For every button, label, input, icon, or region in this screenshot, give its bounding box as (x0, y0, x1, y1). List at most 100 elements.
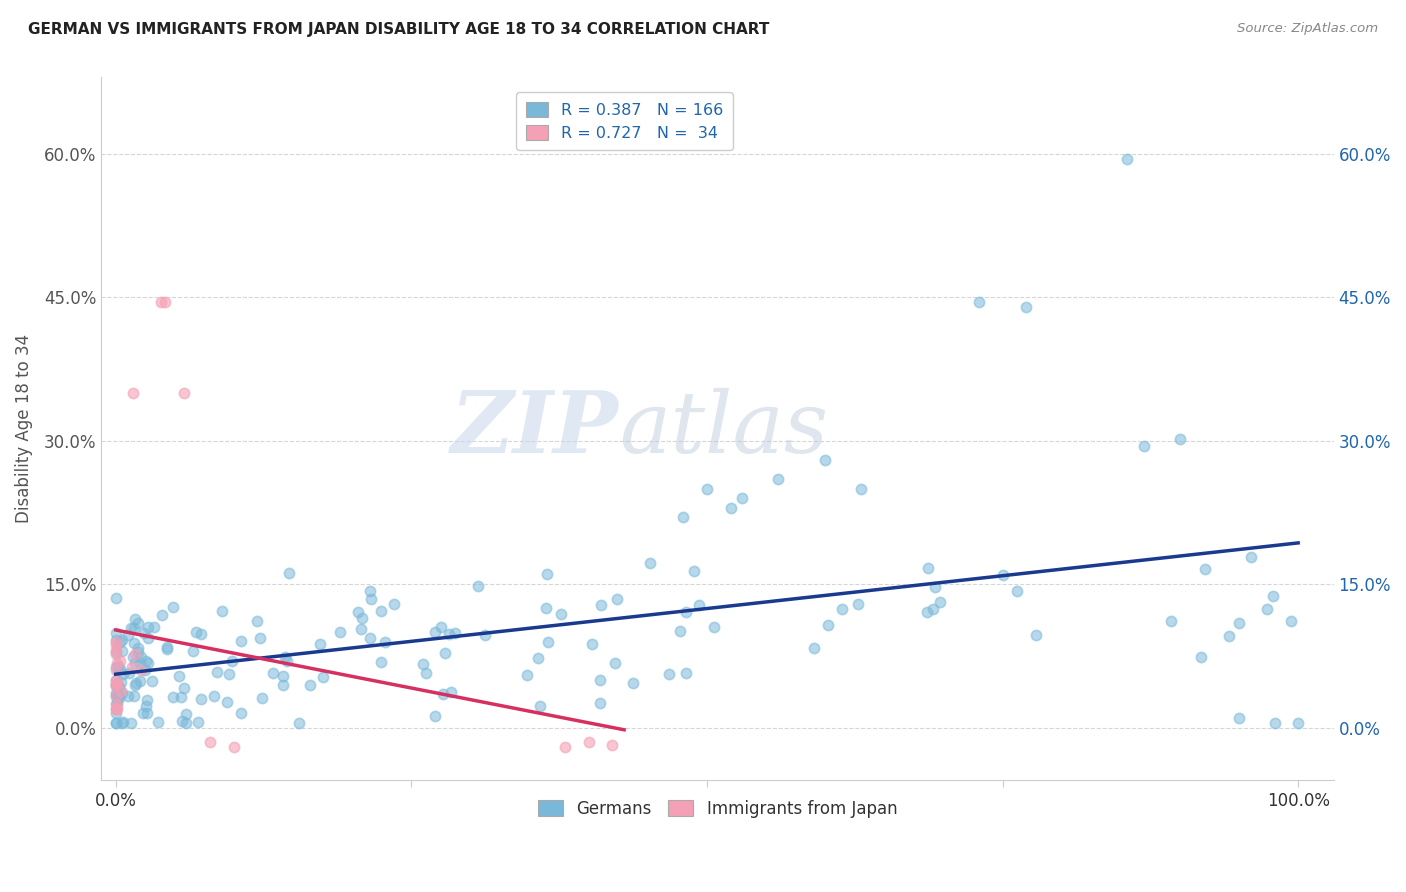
Point (105, 677, 128, 691)
Point (142, 620, 165, 634)
Point (108, 691, 131, 706)
Point (1279, 614, 1302, 628)
Y-axis label: Disability Age 18 to 34: Disability Age 18 to 34 (15, 334, 32, 524)
Point (111, 644, 134, 658)
Point (104, 678, 127, 692)
Point (124, 611, 146, 625)
Point (202, 689, 225, 703)
Point (922, 602, 945, 616)
Point (108, 680, 131, 694)
Point (359, 584, 381, 599)
Point (1015, 300, 1038, 314)
Point (105, 701, 128, 715)
Point (1240, 549, 1263, 564)
Point (120, 621, 142, 635)
Point (1191, 649, 1213, 664)
Point (169, 669, 191, 683)
Point (803, 641, 825, 656)
Point (688, 598, 710, 612)
Point (1263, 715, 1285, 730)
Point (105, 591, 128, 605)
Point (250, 691, 273, 706)
Point (173, 386, 195, 401)
Point (215, 695, 238, 709)
Point (915, 605, 938, 619)
Point (430, 620, 453, 634)
Point (104, 635, 127, 649)
Point (534, 600, 557, 615)
Point (589, 598, 612, 612)
Point (415, 665, 437, 680)
Point (1227, 615, 1250, 630)
Point (849, 482, 872, 496)
Point (425, 625, 447, 640)
Point (104, 706, 127, 720)
Point (104, 663, 127, 677)
Point (146, 714, 169, 729)
Point (814, 453, 837, 467)
Point (105, 698, 128, 712)
Point (589, 673, 612, 688)
Point (149, 295, 172, 310)
Point (132, 706, 155, 721)
Point (329, 625, 352, 640)
Point (1025, 628, 1047, 642)
Point (467, 578, 489, 592)
Point (731, 491, 754, 506)
Text: GERMAN VS IMMIGRANTS FROM JAPAN DISABILITY AGE 18 TO 34 CORRELATION CHART: GERMAN VS IMMIGRANTS FROM JAPAN DISABILI… (28, 22, 769, 37)
Point (117, 628, 139, 642)
Point (276, 655, 298, 669)
Point (104, 659, 127, 673)
Point (111, 714, 134, 729)
Point (104, 645, 127, 659)
Point (136, 692, 159, 706)
Point (135, 654, 157, 668)
Point (162, 690, 184, 704)
Point (187, 715, 209, 730)
Point (127, 645, 149, 659)
Point (924, 580, 946, 594)
Point (170, 690, 193, 704)
Point (440, 685, 463, 699)
Point (928, 595, 950, 609)
Point (136, 620, 159, 634)
Point (124, 678, 146, 692)
Point (110, 684, 132, 698)
Point (359, 632, 381, 646)
Point (156, 642, 179, 657)
Point (141, 673, 163, 688)
Point (135, 706, 157, 720)
Point (108, 654, 131, 668)
Point (605, 656, 627, 670)
Point (127, 616, 149, 631)
Point (412, 657, 434, 672)
Point (174, 707, 197, 722)
Point (370, 655, 392, 669)
Point (554, 739, 576, 754)
Point (104, 715, 127, 730)
Point (347, 605, 370, 619)
Point (917, 561, 939, 575)
Point (474, 628, 496, 642)
Point (136, 656, 159, 670)
Point (600, 738, 623, 752)
Point (1256, 602, 1278, 616)
Point (831, 602, 853, 616)
Point (128, 656, 150, 670)
Point (111, 632, 134, 647)
Point (1286, 715, 1309, 730)
Point (105, 656, 128, 670)
Point (1005, 583, 1028, 598)
Point (683, 565, 706, 579)
Point (312, 670, 335, 684)
Point (246, 614, 269, 628)
Point (350, 611, 373, 625)
Point (104, 677, 127, 691)
Point (127, 641, 149, 656)
Point (107, 676, 129, 690)
Point (122, 621, 145, 635)
Point (121, 660, 143, 674)
Point (108, 661, 131, 675)
Point (229, 634, 252, 648)
Point (138, 631, 160, 645)
